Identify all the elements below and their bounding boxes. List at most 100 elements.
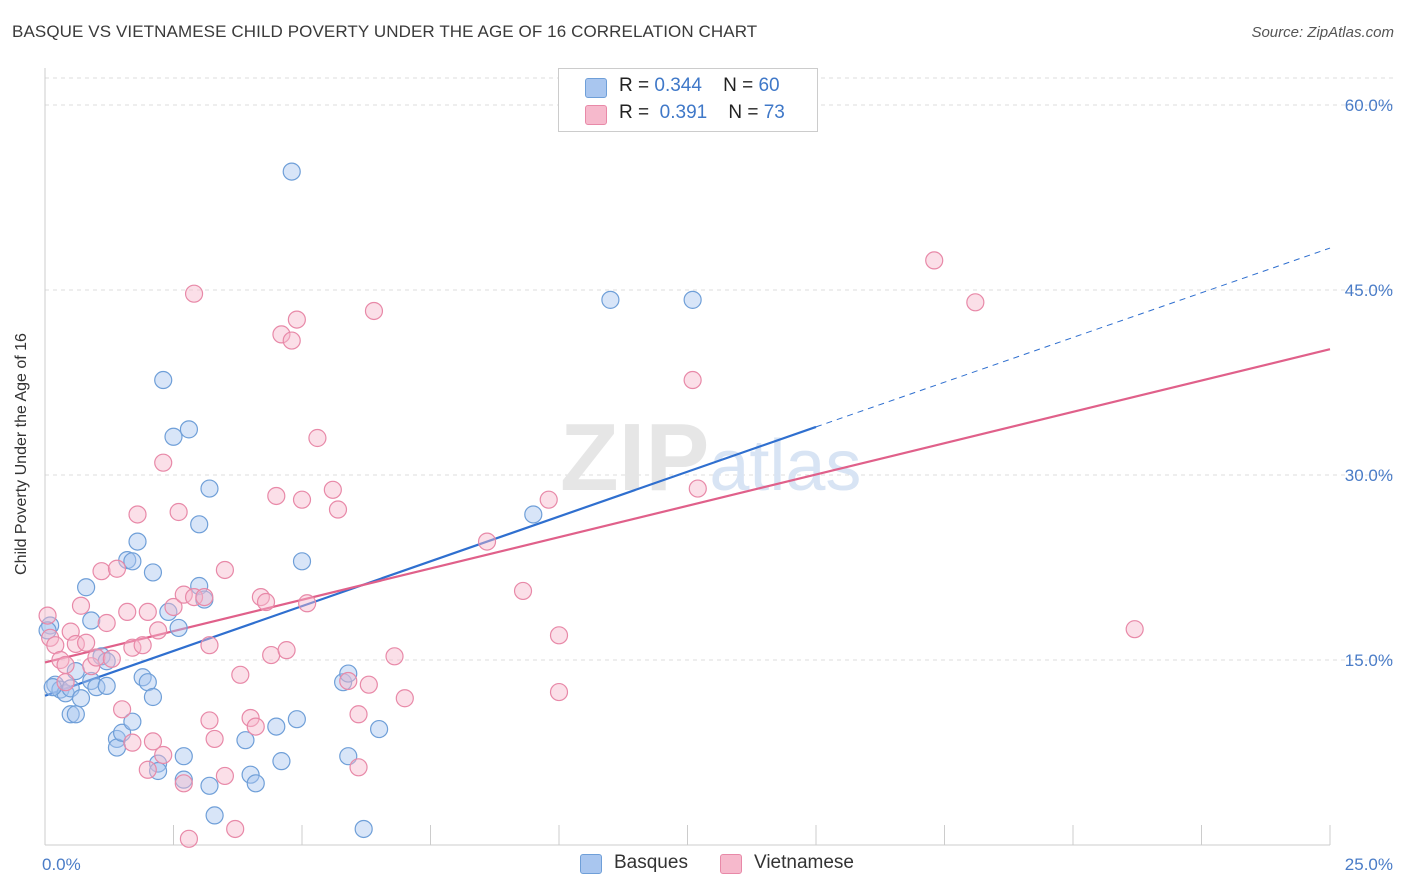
vietnamese-point bbox=[267, 486, 286, 506]
vietnamese-point bbox=[328, 500, 348, 519]
vietnamese-point bbox=[195, 587, 214, 607]
vietnamese-point bbox=[82, 657, 101, 676]
vietnamese-point bbox=[513, 581, 533, 601]
vietnamese-point bbox=[107, 559, 127, 578]
y-tick-label: 15.0% bbox=[1345, 651, 1393, 670]
r-value: 0.391 bbox=[659, 102, 708, 123]
vietnamese-point bbox=[349, 705, 368, 724]
vietnamese-point bbox=[226, 819, 245, 839]
basques-point bbox=[272, 752, 291, 771]
basques-point bbox=[148, 754, 168, 773]
vietnamese-point bbox=[549, 626, 569, 645]
basques-point bbox=[339, 747, 358, 766]
vietnamese-point bbox=[308, 428, 327, 448]
y-tick-label: 60.0% bbox=[1345, 96, 1393, 115]
basques-point bbox=[370, 719, 389, 739]
data-points bbox=[38, 162, 1144, 848]
basques-point bbox=[154, 370, 173, 390]
vietnamese-point bbox=[174, 774, 193, 793]
n-label: N = bbox=[728, 102, 759, 123]
y-axis-label: Child Poverty Under the Age of 16 bbox=[13, 333, 30, 575]
basques-point bbox=[123, 552, 142, 571]
vietnamese-point bbox=[118, 602, 137, 622]
vietnamese-point bbox=[292, 490, 312, 509]
vietnamese-point bbox=[1125, 620, 1144, 639]
basques-point bbox=[128, 532, 147, 551]
basques-point bbox=[267, 717, 286, 736]
vietnamese-point bbox=[148, 621, 168, 640]
correlation-legend: R = 0.344 N = 60 R = 0.391 N = 73 bbox=[558, 68, 818, 132]
basques-point bbox=[179, 420, 199, 439]
x-tick-label: 25.0% bbox=[1345, 855, 1393, 874]
basques-point bbox=[143, 563, 163, 582]
vietnamese-point bbox=[169, 502, 188, 522]
basques-point bbox=[601, 290, 620, 309]
basques-swatch bbox=[580, 854, 602, 874]
vietnamese-swatch bbox=[585, 105, 607, 125]
vietnamese-point bbox=[215, 560, 234, 580]
y-tick-label: 30.0% bbox=[1345, 466, 1393, 485]
basques-point bbox=[133, 668, 152, 687]
source-label: Source: ZipAtlas.com bbox=[1251, 24, 1394, 41]
vietnamese-point bbox=[200, 636, 219, 655]
r-label: R = bbox=[619, 75, 650, 96]
basques-point bbox=[71, 689, 91, 708]
basques-point bbox=[159, 602, 178, 622]
vietnamese-point bbox=[205, 729, 224, 749]
vietnamese-point bbox=[395, 689, 414, 708]
vietnamese-point bbox=[277, 641, 296, 660]
vietnamese-point bbox=[262, 645, 281, 665]
vietnamese-point bbox=[143, 732, 163, 751]
vietnamese-point bbox=[179, 829, 199, 848]
vietnamese-point bbox=[241, 708, 260, 728]
vietnamese-point bbox=[477, 532, 497, 551]
basques-point bbox=[38, 621, 57, 640]
vietnamese-swatch bbox=[720, 854, 742, 874]
basques-point bbox=[77, 578, 96, 597]
vietnamese-point bbox=[287, 310, 306, 329]
vietnamese-point bbox=[215, 766, 234, 786]
basques-point bbox=[169, 618, 188, 638]
basques-point bbox=[339, 664, 358, 683]
basques-trendline bbox=[44, 425, 817, 697]
n-value: 73 bbox=[763, 102, 785, 123]
vietnamese-point bbox=[77, 633, 96, 652]
vietnamese-point bbox=[138, 602, 157, 622]
legend-label: Basques bbox=[614, 852, 688, 873]
vietnamese-trendline bbox=[44, 348, 1331, 664]
vietnamese-point bbox=[154, 453, 173, 472]
vietnamese-point bbox=[184, 284, 204, 303]
n-value: 60 bbox=[758, 75, 780, 96]
basques-point bbox=[241, 765, 260, 784]
vietnamese-point bbox=[128, 505, 147, 524]
basques-point bbox=[164, 427, 183, 446]
basques-point bbox=[354, 819, 373, 839]
vietnamese-point bbox=[349, 758, 368, 777]
vietnamese-point bbox=[164, 597, 183, 617]
r-value: 0.344 bbox=[654, 75, 702, 96]
x-tick-label: 0.0% bbox=[42, 855, 81, 874]
basques-point bbox=[66, 705, 85, 724]
basques-point bbox=[82, 611, 101, 630]
grid bbox=[45, 77, 1395, 661]
vietnamese-point bbox=[56, 673, 75, 692]
basques-point bbox=[683, 290, 702, 309]
vietnamese-point bbox=[385, 647, 404, 666]
vietnamese-point bbox=[92, 562, 111, 581]
vietnamese-point bbox=[549, 682, 569, 702]
vietnamese-point bbox=[251, 587, 270, 607]
vietnamese-point bbox=[133, 636, 152, 655]
vietnamese-point bbox=[683, 370, 702, 390]
vietnamese-point bbox=[282, 331, 301, 350]
y-tick-label: 45.0% bbox=[1345, 281, 1393, 300]
vietnamese-point bbox=[688, 479, 707, 498]
vietnamese-point bbox=[231, 665, 250, 684]
vietnamese-point bbox=[539, 490, 558, 509]
basques-point bbox=[292, 552, 312, 571]
vietnamese-point bbox=[298, 594, 317, 613]
watermark: ZIPatlas bbox=[560, 404, 861, 511]
basques-point bbox=[143, 687, 163, 707]
basques-point bbox=[282, 162, 301, 181]
basques-point bbox=[246, 774, 265, 793]
